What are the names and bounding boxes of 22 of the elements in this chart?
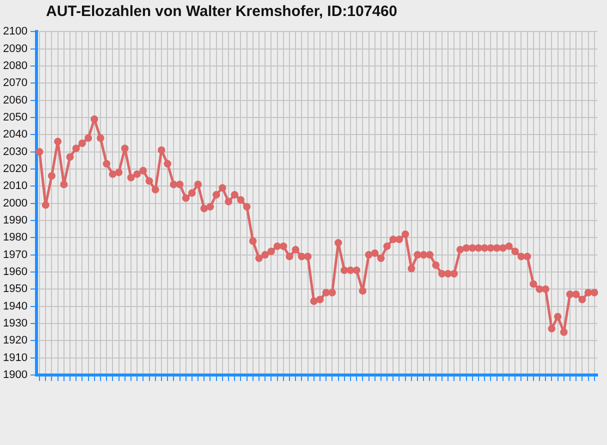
y-tick-label: 2080 — [2, 60, 28, 72]
y-tick-label: 1950 — [2, 283, 28, 296]
y-tick-label: 2090 — [2, 42, 28, 55]
y-tick-label: 2020 — [2, 162, 28, 175]
y-tick-label: 2070 — [2, 77, 28, 90]
y-tick-label: 2010 — [2, 180, 28, 192]
y-tick-label: 1940 — [2, 300, 28, 312]
y-tick-label: 1990 — [2, 214, 28, 226]
y-tick-label: 1970 — [2, 248, 28, 261]
y-tick-label: 1920 — [2, 334, 28, 347]
y-tick-label: 2060 — [2, 94, 28, 106]
y-tick-label: 2100 — [2, 26, 28, 38]
y-tick-label: 2030 — [2, 146, 28, 158]
y-tick-label: 1980 — [2, 232, 28, 244]
y-tick-label: 2000 — [2, 197, 28, 210]
y-tick-label: 2040 — [2, 128, 28, 141]
y-tick-label: 2050 — [2, 111, 28, 124]
y-tick-label: 1960 — [2, 266, 28, 278]
y-tick-label: 1930 — [2, 318, 28, 330]
y-tick-label: 1900 — [2, 369, 28, 382]
chart-title: AUT-Elozahlen von Walter Kremshofer, ID:107460 — [46, 3, 398, 20]
y-tick-label: 1910 — [2, 352, 28, 364]
